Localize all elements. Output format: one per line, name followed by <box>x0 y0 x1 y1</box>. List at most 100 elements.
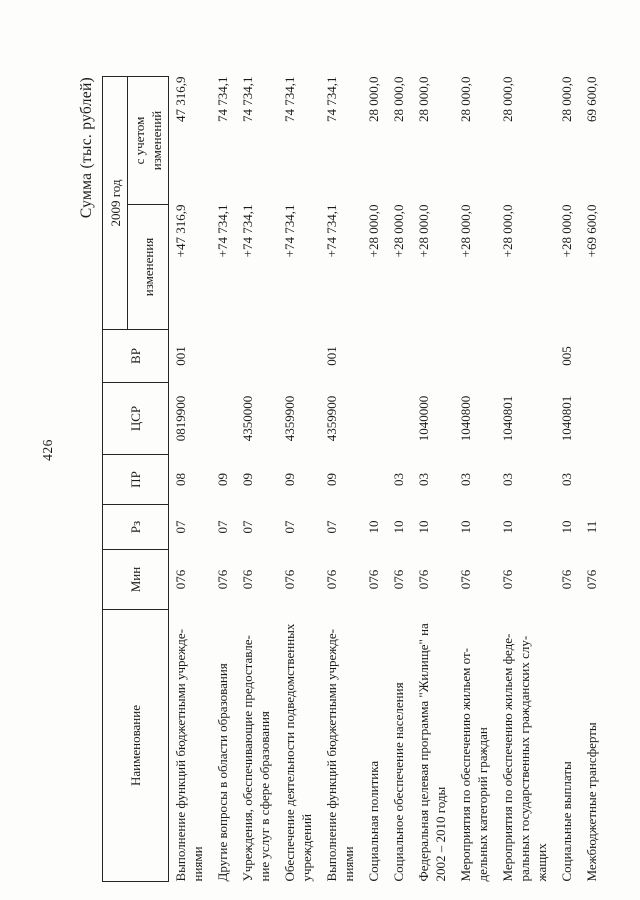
table-row: Обеспечение деятельности подведомственны… <box>278 77 320 882</box>
cell-change: +28 000,0 <box>366 204 381 258</box>
cell-total: 69 600,0 <box>584 76 599 123</box>
cell-min: 076 <box>173 569 188 590</box>
cell-total: 74 734,1 <box>324 76 339 123</box>
header-row-top: Наименование Мин Рз ПР ЦСР ВР 2009 год <box>102 76 169 882</box>
cell-min: 076 <box>366 569 381 590</box>
cell-name: Выполнение функций бюджетными учрежде- н… <box>173 628 205 882</box>
cell-name: Социальное обеспечение населения <box>391 682 406 882</box>
cell-pr <box>580 455 605 505</box>
col-header-vr: ВР <box>102 329 169 383</box>
cell-vr <box>454 330 496 383</box>
cell-csr: 1040801 <box>559 395 574 442</box>
cell-csr <box>362 383 387 455</box>
col-header-name: Наименование <box>102 609 169 882</box>
table-row: Выполнение функций бюджетными учрежде- н… <box>320 77 362 882</box>
cell-min: 076 <box>584 569 599 590</box>
cell-pr: 09 <box>324 473 339 486</box>
cell-total: 74 734,1 <box>215 76 230 123</box>
cell-min: 076 <box>458 569 473 590</box>
cell-rz: 10 <box>500 520 515 534</box>
cell-change: +74 734,1 <box>324 204 339 258</box>
cell-total: 74 734,1 <box>240 76 255 123</box>
cell-name: Другие вопросы в области образования <box>215 663 230 882</box>
cell-total: 28 000,0 <box>391 76 406 123</box>
col-header-min: Мин <box>102 549 169 610</box>
cell-rz: 07 <box>173 520 188 534</box>
cell-min: 076 <box>416 569 431 590</box>
cell-change: +74 734,1 <box>215 204 230 258</box>
cell-change: +28 000,0 <box>458 204 473 258</box>
cell-csr: 1040801 <box>500 395 515 442</box>
col-header-year: 2009 год <box>102 76 128 330</box>
cell-name: Федеральная целевая программа "Жилище" н… <box>416 623 448 882</box>
cell-vr <box>412 330 454 383</box>
cell-change: +47 316,9 <box>173 204 188 258</box>
cell-pr <box>362 455 387 505</box>
cell-min: 076 <box>391 569 406 590</box>
cell-vr <box>362 330 387 383</box>
cell-vr <box>387 330 412 383</box>
cell-name: Учреждения, обеспечивающие предоставле- … <box>240 635 272 882</box>
cell-csr: 0819900 <box>173 395 188 442</box>
cell-pr: 03 <box>458 473 473 486</box>
cell-min: 076 <box>215 569 230 590</box>
cell-name: Межбюджетные трансферты <box>584 722 599 882</box>
cell-rz: 10 <box>559 520 574 534</box>
page-number: 426 <box>40 439 55 461</box>
cell-min: 076 <box>282 569 297 590</box>
cell-rz: 11 <box>584 520 599 534</box>
table-row: Социальные выплаты 076 10 03 1040801 005… <box>555 77 580 882</box>
cell-name: Социальные выплаты <box>559 761 574 882</box>
cell-min: 076 <box>240 569 255 590</box>
cell-total: 28 000,0 <box>458 76 473 123</box>
cell-rz: 07 <box>215 520 230 534</box>
cell-change: +28 000,0 <box>500 204 515 258</box>
cell-pr: 03 <box>559 473 574 486</box>
cell-csr <box>211 383 236 455</box>
cell-vr <box>278 330 320 383</box>
table-row: Межбюджетные трансферты 076 11 +69 600,0… <box>580 77 605 882</box>
cell-vr: 001 <box>324 346 339 366</box>
cell-rz: 10 <box>366 520 381 534</box>
cell-rz: 07 <box>282 520 297 534</box>
table-row: Мероприятия по обеспечению жильем феде- … <box>496 77 555 882</box>
cell-name: Обеспечение деятельности подведомственны… <box>282 623 314 882</box>
cell-vr: 001 <box>173 346 188 366</box>
cell-change: +28 000,0 <box>391 204 406 258</box>
cell-change: +74 734,1 <box>282 204 297 258</box>
cell-pr: 09 <box>240 473 255 486</box>
cell-total: 28 000,0 <box>366 76 381 123</box>
cell-pr: 09 <box>282 473 297 486</box>
cell-vr: 005 <box>559 346 574 366</box>
col-header-changes: изменения <box>127 204 169 330</box>
cell-rz: 07 <box>240 520 255 534</box>
cell-total: 28 000,0 <box>559 76 574 123</box>
cell-total: 74 734,1 <box>282 76 297 123</box>
table-row: Другие вопросы в области образования 076… <box>211 77 236 882</box>
cell-csr: 4350000 <box>240 395 255 442</box>
table-header: Наименование Мин Рз ПР ЦСР ВР 2009 год и… <box>102 76 169 882</box>
table-row: Выполнение функций бюджетными учрежде- н… <box>169 77 212 882</box>
table-row: Мероприятия по обеспечению жильем от- де… <box>454 77 496 882</box>
col-header-rz: Рз <box>102 504 169 550</box>
table-caption: Сумма (тыс. рублей) <box>78 77 95 219</box>
cell-vr <box>496 330 555 383</box>
cell-rz: 10 <box>458 520 473 534</box>
cell-csr: 1040800 <box>458 395 473 442</box>
cell-min: 076 <box>324 569 339 590</box>
budget-table: Наименование Мин Рз ПР ЦСР ВР 2009 год и… <box>102 76 605 882</box>
cell-csr <box>387 383 412 455</box>
cell-total: 47 316,9 <box>173 76 188 123</box>
cell-csr <box>580 383 605 455</box>
cell-vr <box>580 330 605 383</box>
cell-min: 076 <box>559 569 574 590</box>
col-header-csr: ЦСР <box>102 382 169 455</box>
cell-pr: 03 <box>391 473 406 486</box>
cell-name: Выполнение функций бюджетными учрежде- н… <box>324 628 356 882</box>
cell-csr: 4359900 <box>282 395 297 442</box>
table-row: Социальное обеспечение населения 076 10 … <box>387 77 412 882</box>
table-row: Федеральная целевая программа "Жилище" н… <box>412 77 454 882</box>
